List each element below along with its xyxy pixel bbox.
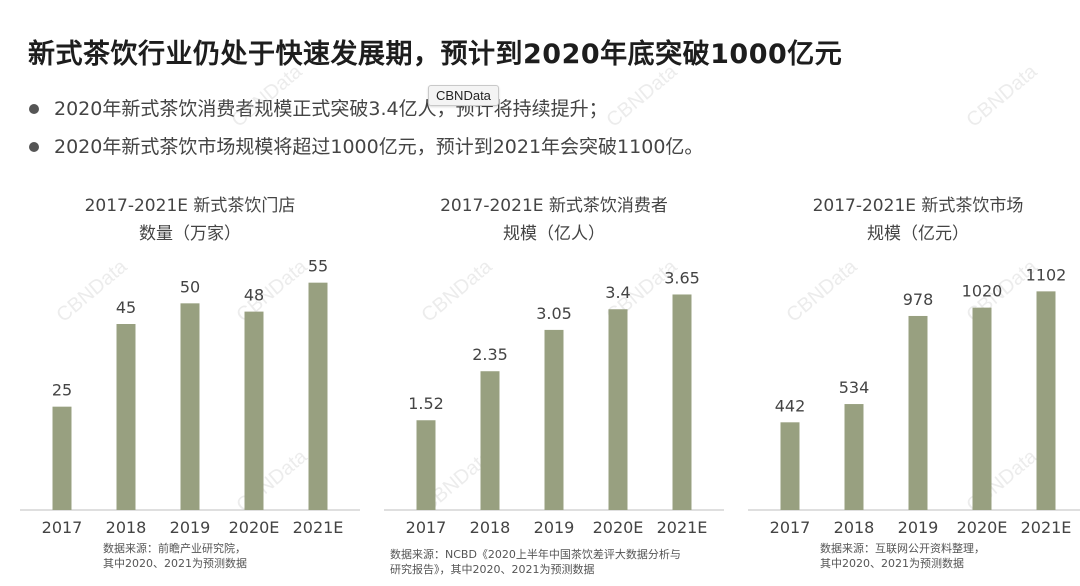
data-label: 50 — [180, 277, 200, 296]
x-tick-label: 2017 — [770, 518, 811, 537]
bar — [480, 371, 500, 510]
x-tick-label: 2018 — [470, 518, 511, 537]
bar — [972, 307, 992, 510]
slide-title: 新式茶饮行业仍处于快速发展期，预计到2020年底突破1000亿元 — [28, 39, 843, 70]
bar — [672, 294, 692, 510]
data-label: 3.65 — [664, 268, 700, 287]
bar — [116, 324, 136, 510]
tooltip: CBNData — [428, 85, 499, 106]
bullet-item: 2020年新式茶饮消费者规模正式突破3.4亿人，预计将持续提升； — [28, 94, 703, 132]
source-line: 其中2020、2021为预测数据 — [103, 557, 247, 570]
data-label: 3.4 — [605, 283, 630, 302]
data-label: 1102 — [1026, 265, 1067, 284]
source-line: 数据来源：互联网公开资料整理， — [820, 542, 985, 555]
source-line: 数据来源：前瞻产业研究院， — [103, 542, 246, 555]
x-tick-label: 2021E — [657, 518, 708, 537]
x-tick-label: 2021E — [293, 518, 344, 537]
bar — [308, 282, 328, 510]
chart-title-line: 2017-2021E 新式茶饮门店 — [84, 196, 296, 216]
bullet-dot-icon — [29, 142, 39, 152]
source-line: 数据来源：NCBD《2020上半年中国茶饮差评大数据分析与 — [390, 548, 681, 561]
data-label: 442 — [775, 396, 806, 415]
bullet-item: 2020年新式茶饮市场规模将超过1000亿元，预计到2021年会突破1100亿。 — [28, 132, 703, 170]
chart-market: 2017-2021E 新式茶饮市场 规模（亿元） 442 2017 534 2018 9… — [748, 192, 1080, 582]
x-tick-label: 2018 — [106, 518, 147, 537]
bar-chart-svg: 1.52 2017 2.35 2018 3.05 2019 3.4 2020E 3.65 2021… — [384, 268, 724, 537]
source-line: 其中2020、2021为预测数据 — [820, 557, 964, 570]
data-label: 978 — [903, 290, 934, 309]
bar — [844, 404, 864, 510]
chart-source: 数据来源：NCBD《2020上半年中国茶饮差评大数据分析与 研究报告》，其中20… — [390, 547, 681, 577]
chart-title-line: 规模（亿元） — [867, 224, 969, 244]
data-label: 534 — [839, 378, 870, 397]
chart-stores: 2017-2021E 新式茶饮门店 数量（万家） 25 2017 45 2018 50 2… — [20, 192, 360, 582]
bar — [52, 406, 72, 510]
chart-source: 数据来源：互联网公开资料整理， 其中2020、2021为预测数据 — [820, 541, 985, 571]
data-label: 3.05 — [536, 304, 572, 323]
chart-title-line: 2017-2021E 新式茶饮市场 — [812, 196, 1024, 216]
x-tick-label: 2018 — [834, 518, 875, 537]
x-tick-label: 2017 — [42, 518, 83, 537]
x-tick-label: 2019 — [898, 518, 939, 537]
data-label: 25 — [52, 381, 72, 400]
data-label: 45 — [116, 298, 136, 317]
bar — [908, 315, 928, 510]
chart-title-line: 数量（万家） — [139, 224, 241, 244]
bullet-text: 2020年新式茶饮消费者规模正式突破3.4亿人，预计将持续提升； — [54, 98, 608, 120]
data-label: 55 — [308, 257, 328, 276]
chart-title-line: 2017-2021E 新式茶饮消费者 — [440, 196, 668, 216]
data-label: 48 — [244, 286, 264, 305]
bar — [544, 329, 564, 510]
chart-title: 2017-2021E 新式茶饮门店 数量（万家） — [20, 192, 360, 248]
bar — [244, 311, 264, 510]
data-label: 1020 — [962, 282, 1003, 301]
chart-title: 2017-2021E 新式茶饮消费者 规模（亿人） — [384, 192, 724, 248]
chart-title-line: 规模（亿人） — [503, 224, 605, 244]
bar-chart-svg: 25 2017 45 2018 50 2019 48 2020E 55 2021E — [20, 257, 360, 537]
bullet-text: 2020年新式茶饮市场规模将超过1000亿元，预计到2021年会突破1100亿。 — [54, 136, 704, 158]
x-tick-label: 2021E — [1021, 518, 1072, 537]
bar — [780, 422, 800, 510]
bar — [416, 420, 436, 510]
bar — [180, 303, 200, 510]
bullet-list: 2020年新式茶饮消费者规模正式突破3.4亿人，预计将持续提升； 2020年新式… — [28, 94, 703, 170]
chart-source: 数据来源：前瞻产业研究院， 其中2020、2021为预测数据 — [103, 541, 247, 571]
bar — [608, 309, 628, 510]
source-line: 研究报告》，其中2020、2021为预测数据 — [390, 563, 595, 576]
x-tick-label: 2019 — [170, 518, 211, 537]
x-tick-label: 2020E — [229, 518, 280, 537]
bullet-dot-icon — [29, 104, 39, 114]
bar-chart-svg: 442 2017 534 2018 978 2019 1020 2020E 1102 2021E — [748, 265, 1080, 537]
x-tick-label: 2020E — [593, 518, 644, 537]
x-tick-label: 2017 — [406, 518, 447, 537]
data-label: 1.52 — [408, 394, 444, 413]
data-label: 2.35 — [472, 345, 508, 364]
chart-title: 2017-2021E 新式茶饮市场 规模（亿元） — [748, 192, 1080, 248]
x-tick-label: 2019 — [534, 518, 575, 537]
chart-consumers: 2017-2021E 新式茶饮消费者 规模（亿人） 1.52 2017 2.35 20… — [384, 192, 724, 582]
watermark: CBNData — [962, 60, 1042, 132]
x-tick-label: 2020E — [957, 518, 1008, 537]
bar — [1036, 291, 1056, 510]
